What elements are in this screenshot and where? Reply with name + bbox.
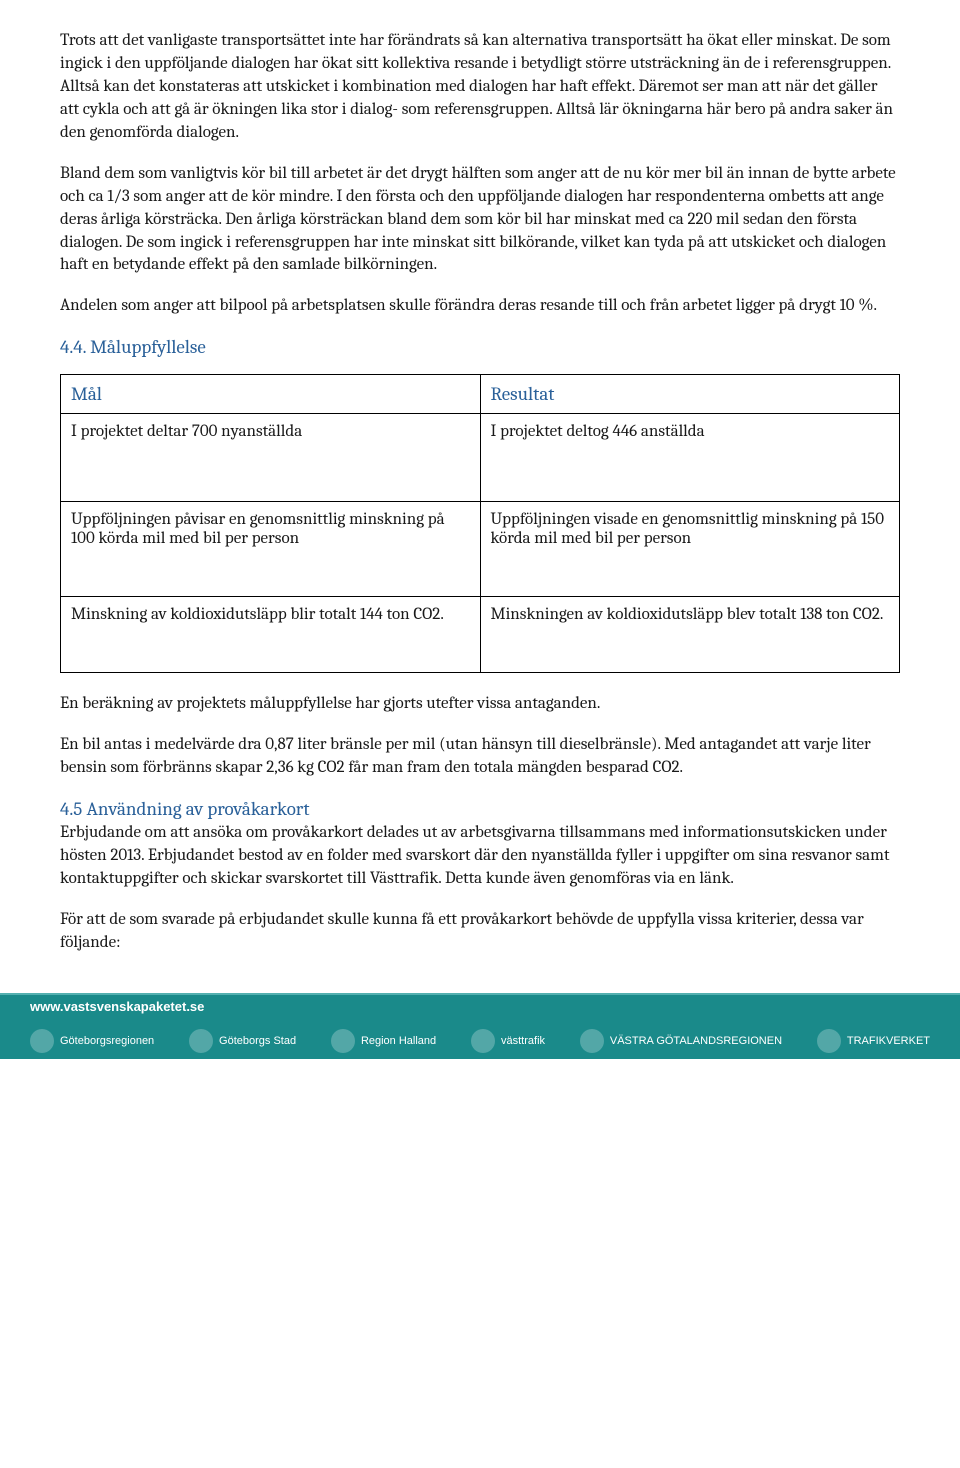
page-footer: www.vastsvenskapaketet.se Göteborgsregio… (0, 993, 960, 1059)
table-header-mal: Mål (61, 375, 481, 414)
footer-url: www.vastsvenskapaketet.se (30, 999, 204, 1014)
paragraph-5: En bil antas i medelvärde dra 0,87 liter… (60, 734, 900, 780)
table-header-row: Mål Resultat (61, 375, 900, 414)
heading-4-5: 4.5 Användning av provåkarkort (60, 798, 900, 820)
footer-logo-item: TRAFIKVERKET (817, 1029, 930, 1053)
table-cell: I projektet deltog 446 anställda (480, 414, 900, 502)
paragraph-3: Andelen som anger att bilpool på arbetsp… (60, 295, 900, 318)
logo-label: västtrafik (501, 1035, 545, 1047)
logo-label: VÄSTRA GÖTALANDSREGIONEN (610, 1035, 782, 1047)
page-content: Trots att det vanligaste transportsättet… (0, 0, 960, 993)
paragraph-6: Erbjudande om att ansöka om provåkarkort… (60, 822, 900, 891)
logo-label: Göteborgsregionen (60, 1035, 154, 1047)
footer-logo-item: Göteborgsregionen (30, 1029, 154, 1053)
table-cell: I projektet deltar 700 nyanställda (61, 414, 481, 502)
logo-icon (30, 1029, 54, 1053)
table-row: Uppföljningen påvisar en genomsnittlig m… (61, 502, 900, 597)
table-row: Minskning av koldioxidutsläpp blir total… (61, 597, 900, 673)
footer-logo-item: västtrafik (471, 1029, 545, 1053)
paragraph-1: Trots att det vanligaste transportsättet… (60, 30, 900, 145)
paragraph-2: Bland dem som vanligtvis kör bil till ar… (60, 163, 900, 278)
logo-label: TRAFIKVERKET (847, 1035, 930, 1047)
logo-icon (471, 1029, 495, 1053)
paragraph-7: För att de som svarade på erbjudandet sk… (60, 909, 900, 955)
footer-logo-item: Region Halland (331, 1029, 436, 1053)
footer-logo-item: VÄSTRA GÖTALANDSREGIONEN (580, 1029, 782, 1053)
logo-icon (189, 1029, 213, 1053)
paragraph-4: En beräkning av projektets måluppfyllels… (60, 693, 900, 716)
table-header-resultat: Resultat (480, 375, 900, 414)
logo-label: Region Halland (361, 1035, 436, 1047)
logo-label: Göteborgs Stad (219, 1035, 296, 1047)
table-cell: Minskningen av koldioxidutsläpp blev tot… (480, 597, 900, 673)
logo-icon (331, 1029, 355, 1053)
table-cell: Minskning av koldioxidutsläpp blir total… (61, 597, 481, 673)
table-row: I projektet deltar 700 nyanställda I pro… (61, 414, 900, 502)
table-cell: Uppföljningen påvisar en genomsnittlig m… (61, 502, 481, 597)
logo-icon (580, 1029, 604, 1053)
goals-table: Mål Resultat I projektet deltar 700 nyan… (60, 374, 900, 673)
table-cell: Uppföljningen visade en genomsnittlig mi… (480, 502, 900, 597)
footer-logos: Göteborgsregionen Göteborgs Stad Region … (30, 1029, 930, 1053)
heading-4-4: 4.4. Måluppfyllelse (60, 336, 900, 358)
footer-logo-item: Göteborgs Stad (189, 1029, 296, 1053)
logo-icon (817, 1029, 841, 1053)
